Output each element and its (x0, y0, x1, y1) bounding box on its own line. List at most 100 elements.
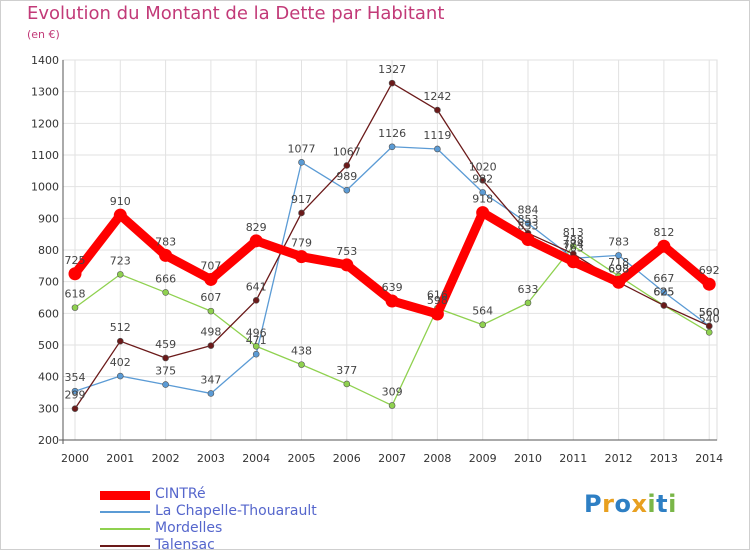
data-label: 884 (518, 203, 539, 216)
brand-logo-letter: x (631, 490, 648, 518)
data-label: 625 (653, 285, 674, 298)
data-point (162, 354, 169, 362)
data-point (476, 206, 490, 220)
data-point (71, 304, 79, 311)
data-point (252, 350, 260, 358)
data-label: 459 (155, 338, 176, 351)
data-point (388, 79, 396, 87)
legend-item: Talensac (100, 537, 400, 554)
data-point (705, 329, 713, 336)
data-label: 641 (246, 280, 267, 293)
data-point (430, 307, 444, 321)
data-label: 560 (699, 306, 720, 319)
data-point (252, 297, 260, 304)
data-point (340, 258, 354, 272)
x-tick-label: 2008 (423, 452, 451, 465)
y-tick-label: 1400 (31, 54, 59, 67)
data-point (207, 307, 215, 315)
x-tick-label: 2004 (242, 452, 270, 465)
data-point (68, 267, 82, 281)
data-label: 1126 (378, 127, 406, 140)
data-label: 1119 (423, 129, 451, 142)
data-label: 625 (653, 285, 674, 298)
brand-logo: Proxiti (584, 490, 677, 518)
data-label: 725 (65, 254, 86, 267)
data-label: 498 (200, 326, 221, 339)
data-label: 639 (382, 281, 403, 294)
y-tick-label: 900 (38, 212, 59, 225)
data-point (162, 289, 169, 296)
x-tick-label: 2013 (650, 452, 678, 465)
data-label: 698 (608, 262, 629, 275)
data-label: 616 (427, 288, 448, 301)
data-label: 723 (110, 254, 131, 267)
data-label: 618 (65, 288, 86, 301)
data-label: 692 (699, 264, 720, 277)
y-tick-label: 500 (38, 339, 59, 352)
data-label: 718 (608, 256, 629, 269)
data-point (204, 272, 218, 286)
x-tick-label: 2010 (514, 452, 542, 465)
x-tick-label: 2007 (378, 452, 406, 465)
data-point (660, 288, 668, 296)
data-point (113, 208, 127, 222)
legend-label: La Chapelle-Thouarault (155, 503, 317, 519)
data-label: 496 (246, 326, 267, 339)
x-tick-label: 2001 (106, 452, 134, 465)
data-label: 833 (518, 220, 539, 233)
data-point (117, 372, 124, 380)
data-label: 633 (518, 283, 539, 296)
legend-item: Mordelles (100, 520, 400, 537)
data-label: 989 (336, 170, 357, 183)
data-label: 1242 (423, 90, 451, 103)
data-label: 299 (65, 389, 86, 402)
data-label: 917 (291, 193, 312, 206)
data-point (207, 390, 215, 397)
data-label: 607 (200, 291, 221, 304)
data-point (159, 248, 173, 262)
y-tick-label: 1100 (31, 149, 59, 162)
data-label: 560 (699, 306, 720, 319)
brand-logo-letter: t (656, 490, 669, 518)
x-tick-label: 2005 (288, 452, 316, 465)
data-point (71, 405, 79, 412)
y-tick-label: 1000 (31, 181, 59, 194)
data-label: 918 (472, 193, 493, 206)
y-tick-label: 1300 (31, 86, 59, 99)
y-tick-label: 800 (38, 244, 59, 257)
data-label: 763 (563, 242, 584, 255)
data-label: 598 (427, 294, 448, 307)
data-label: 982 (472, 172, 493, 185)
legend-label: CINTRé (155, 486, 206, 502)
data-label: 783 (608, 235, 629, 248)
legend-item: La Chapelle-Thouarault (100, 503, 400, 520)
data-label: 753 (336, 245, 357, 258)
data-point (388, 402, 396, 409)
data-label: 540 (699, 312, 720, 325)
data-point (660, 302, 668, 309)
data-point (524, 220, 532, 227)
data-label: 438 (291, 345, 312, 358)
chart-legend: CINTRé La Chapelle-Thouarault Mordelles Tal… (100, 486, 400, 554)
data-label: 707 (200, 259, 221, 272)
data-point (117, 337, 124, 345)
data-label: 564 (472, 305, 493, 318)
data-point (702, 277, 716, 291)
data-point (343, 186, 351, 194)
x-tick-label: 2014 (695, 452, 723, 465)
data-point (298, 158, 305, 166)
data-point (298, 361, 305, 368)
y-tick-label: 700 (38, 276, 59, 289)
brand-logo-letter: o (614, 490, 632, 518)
data-label: 1327 (378, 63, 406, 76)
y-tick-label: 200 (38, 434, 59, 447)
data-label: 853 (518, 213, 539, 226)
x-tick-label: 2002 (152, 452, 180, 465)
x-tick-label: 2009 (469, 452, 497, 465)
data-point (343, 162, 351, 169)
data-point (434, 145, 441, 153)
data-point (388, 143, 396, 151)
data-label: 829 (246, 221, 267, 234)
data-point (657, 239, 671, 253)
